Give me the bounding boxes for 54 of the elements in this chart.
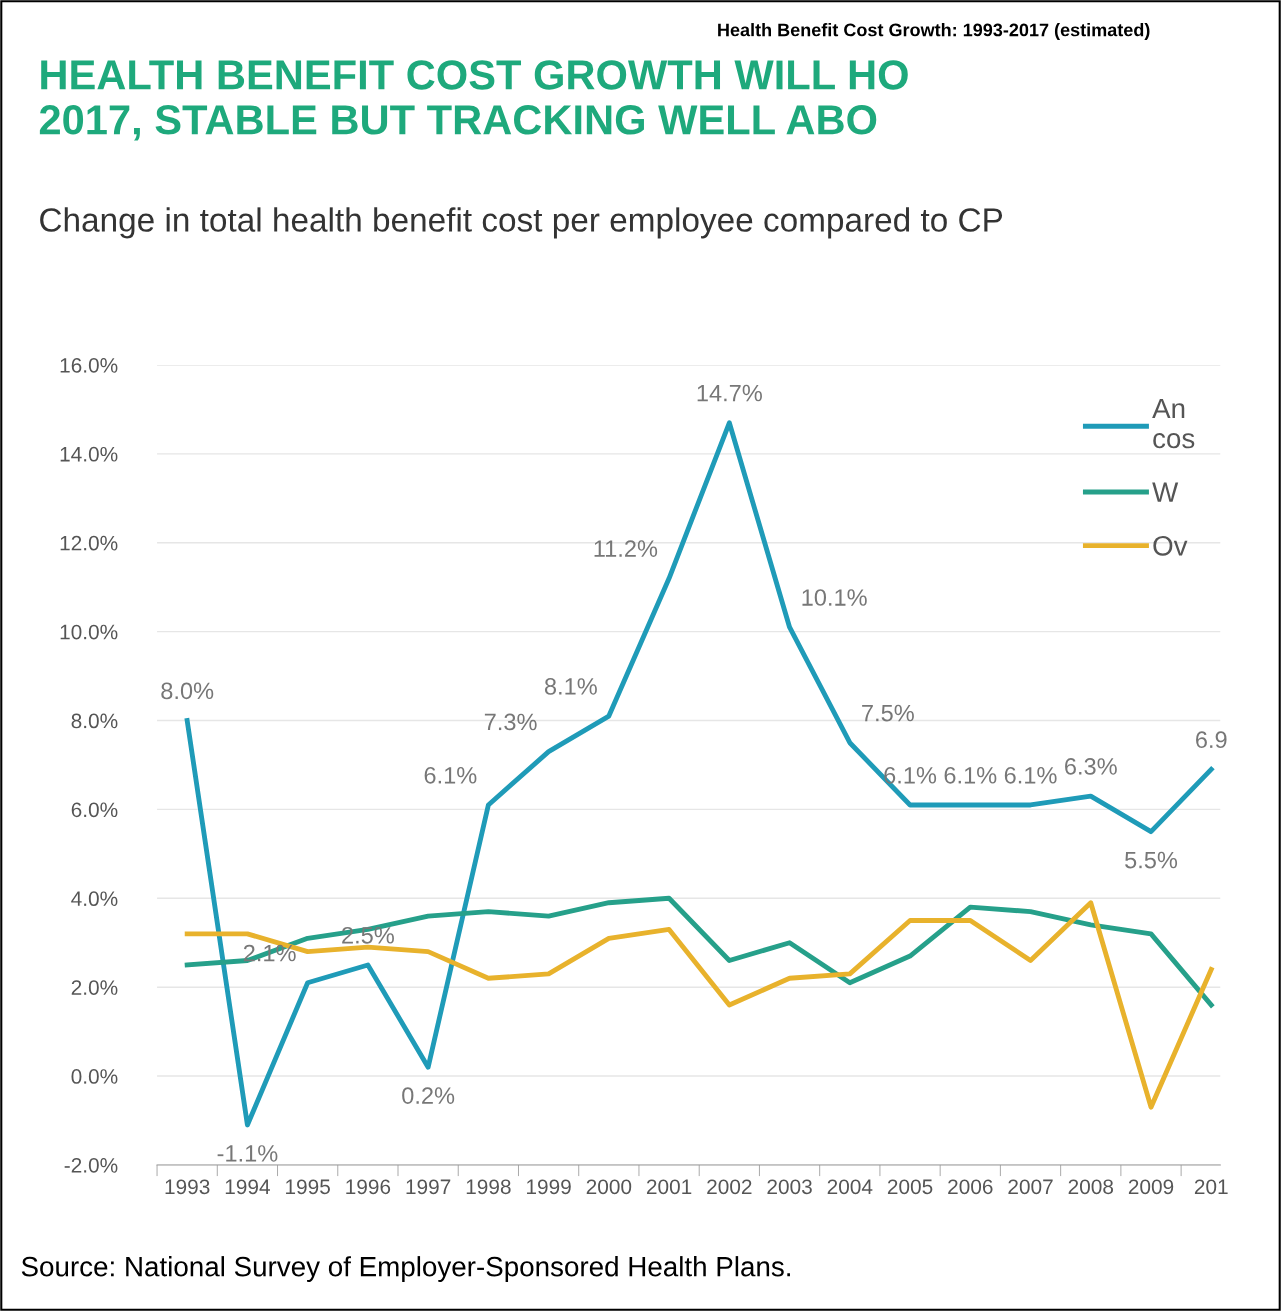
line-series [184,895,1214,1008]
chart-subtitle: HEALTH BENEFIT COST GROWTH WILL HO 2017, STABLE BUT TRACKING WELL ABO [39,60,908,141]
x-tick-label: 2004 [827,1179,873,1195]
y-tick-label: -2.0% [64,1157,118,1173]
x-tick-label: 1995 [286,1179,330,1195]
y-tick-label: 4.0% [71,891,118,907]
data-label: 5.5% [1125,851,1178,869]
legend-label: W [1152,482,1179,502]
y-tick-label: 8.0% [71,713,118,729]
x-tick-label: 1999 [527,1179,571,1195]
x-tick-label: 201 [1194,1179,1228,1195]
data-label: 8.1% [544,678,597,695]
data-label: 6.1% [1004,766,1057,784]
x-tick-label: 2000 [586,1179,632,1195]
x-tick-label: 1994 [225,1179,270,1195]
x-tick-label: 1996 [346,1179,391,1195]
data-label: -1.1% [217,1145,278,1162]
y-tick-label: 14.0% [60,446,118,462]
legend-label: Ov [1153,535,1188,556]
x-tick-label: 1997 [406,1179,451,1195]
legend-label: An cos [1152,399,1195,449]
x-tick-label: 2005 [887,1179,933,1195]
x-tick-label: 1993 [165,1179,210,1195]
y-tick-label: 2.0% [71,980,118,995]
data-label: 0.2% [402,1087,455,1104]
y-tick-label: 6.0% [71,802,118,818]
data-label: 7.3% [484,713,537,731]
data-label: 10.1% [802,589,867,606]
data-label: 6.1% [944,766,997,784]
data-label: 7.5% [862,704,914,722]
x-tick-label: 2007 [1008,1179,1053,1195]
data-label: 6.1% [424,766,477,784]
text: Change in total health benefit cost per employee compared to CP [40,207,1003,239]
y-tick-label: 10.0% [60,624,118,640]
y-tick-label: 16.0% [60,357,118,373]
x-tick-label: 2001 [646,1179,692,1195]
x-tick-label: 2003 [767,1179,812,1195]
data-label: 11.2% [594,540,658,557]
data-label: 2.5% [342,926,394,944]
data-label: 14.7% [697,384,762,402]
y-tick-label: 0.0% [71,1069,118,1084]
source-note: Source: National Survey of Employer-Sponsored Health Plans. [21,1256,790,1282]
line-series [184,900,1214,1110]
x-tick-label: 1998 [466,1179,511,1195]
x-tick-label: 2002 [707,1179,752,1195]
data-label: 6.1% [884,766,937,784]
x-tick-label: 2009 [1128,1179,1174,1195]
data-label: 8.0% [161,682,214,700]
x-tick-label: 2006 [948,1179,993,1195]
chart-title: Health Benefit Cost Growth: 1993-2017 (estimated) [718,23,1150,40]
data-label: 6.9 [1196,731,1227,749]
data-label: 6.3% [1065,758,1117,775]
x-tick-label: 2008 [1068,1179,1114,1195]
y-tick-label: 12.0% [60,535,118,551]
